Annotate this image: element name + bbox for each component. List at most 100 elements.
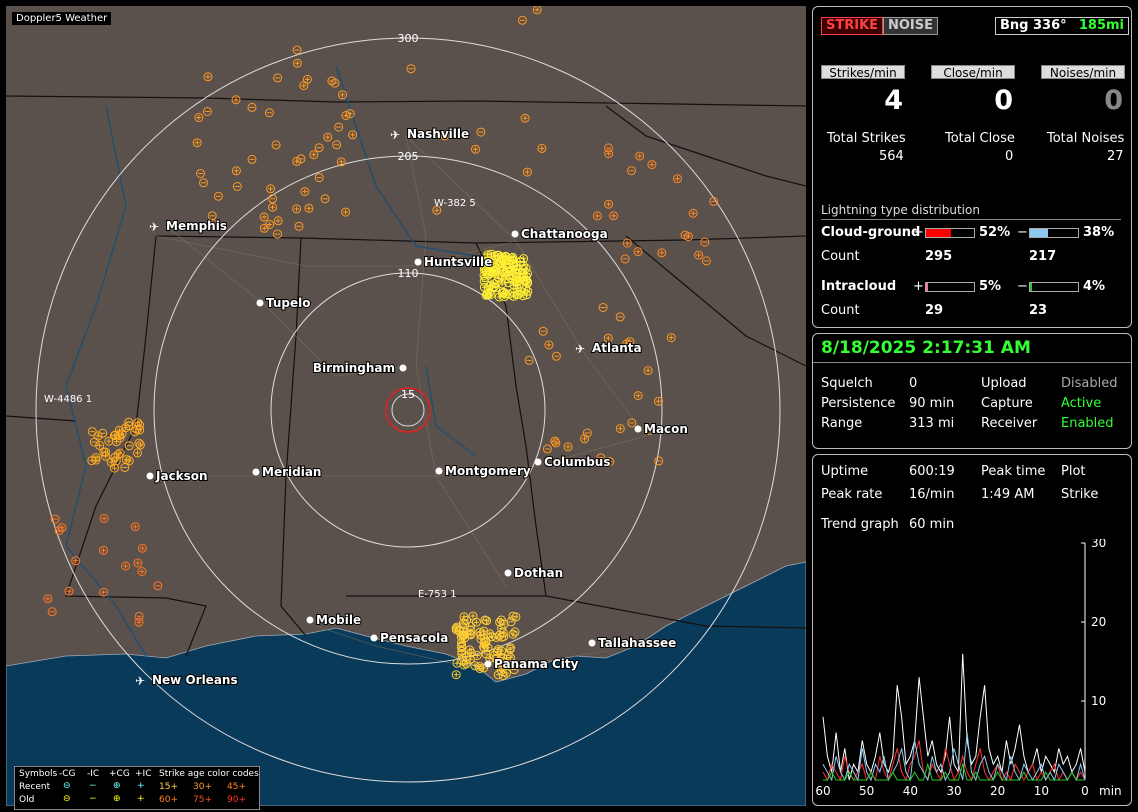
strike-marker: [582, 428, 592, 438]
storm-label: W-4486 1: [44, 394, 92, 405]
cg-neg-bar: [1029, 228, 1079, 238]
city-dot: [256, 299, 264, 307]
strike-marker: [71, 556, 81, 566]
legend-recent-label: Recent: [19, 782, 51, 792]
strike-marker: [457, 655, 467, 665]
strike-marker: [666, 333, 676, 343]
strike-marker: [457, 641, 467, 651]
city-dot: [484, 660, 492, 668]
strike-marker: [137, 567, 147, 576]
strike-marker: [110, 430, 120, 440]
strike-marker: [292, 204, 302, 214]
strike-marker: [47, 607, 57, 617]
strike-button[interactable]: STRIKE: [821, 17, 884, 35]
strike-marker: [87, 456, 97, 466]
cg-count-label: Count: [821, 249, 860, 264]
strike-marker: [645, 425, 655, 435]
strike-marker: [537, 143, 547, 153]
cg-pos-icon: ⊕: [113, 781, 121, 791]
trend-label: Trend graph: [821, 517, 899, 532]
strike-markers: [43, 6, 719, 680]
strike-marker: [302, 74, 312, 84]
strike-marker: [266, 184, 276, 194]
x-tick-label: 20: [990, 784, 1005, 798]
range-ring: [270, 272, 546, 548]
legend-symbols-label: Symbols: [19, 769, 58, 779]
strike-marker: [509, 665, 519, 675]
strike-marker: [605, 457, 615, 467]
x-tick-label: 60: [815, 784, 830, 798]
city-marker: Tupelo: [256, 295, 312, 311]
bearing-value: Bng 336°: [1000, 18, 1067, 33]
peak-time-label: Peak time: [981, 464, 1046, 479]
city-dot: [306, 616, 314, 624]
city-label: Birmingham: [313, 361, 395, 375]
trend-series-line: [822, 653, 1086, 781]
city-markers: ✈ Nashville ✈ Memphis Chattanooga Huntsville T…: [135, 126, 689, 688]
city-marker: Montgomery: [435, 463, 532, 479]
ic-count-label: Count: [821, 303, 860, 318]
cg-neg-count: 217: [1029, 249, 1057, 264]
symbol-legend: Symbols -CG -IC +CG +IC Strike age color…: [14, 766, 260, 810]
strike-marker: [231, 166, 241, 176]
y-tick-label: 30: [1091, 539, 1106, 550]
distance-value: 185mi: [1078, 18, 1124, 33]
city-marker: Jackson: [146, 468, 209, 484]
strike-marker: [196, 169, 205, 178]
capture-label: Capture: [981, 396, 1033, 411]
y-tick-label: 20: [1091, 615, 1106, 629]
city-marker: Mobile: [306, 612, 362, 628]
strike-marker: [510, 627, 520, 637]
lightning-map[interactable]: 15 110 205 300 ✈ Nashville ✈ Memphis Chattanoog…: [6, 6, 806, 810]
city-marker: Chattanooga: [511, 226, 609, 242]
city-label: Mobile: [316, 613, 361, 627]
strike-marker: [64, 586, 74, 596]
strike-marker: [406, 64, 416, 74]
strike-marker: [485, 281, 495, 291]
strike-marker: [273, 73, 283, 83]
cg-neg-icon: ⊖: [63, 794, 71, 804]
range-rings: 15 110 205 300: [35, 32, 781, 783]
strike-marker: [603, 333, 613, 343]
distribution-title: Lightning type distribution: [821, 203, 980, 217]
city-label: Pensacola: [380, 631, 448, 645]
ic-neg-pct: 4%: [1083, 279, 1106, 294]
x-tick-label: 30: [946, 784, 961, 798]
strike-marker: [332, 140, 342, 150]
strike-marker: [203, 72, 213, 82]
city-dot: [634, 425, 642, 433]
strike-marker: [476, 127, 486, 137]
strike-marker: [334, 122, 344, 132]
ic-plus-sign: +: [913, 279, 924, 294]
peak-time-value: 1:49 AM: [981, 487, 1035, 502]
total-strikes-value: 564: [879, 149, 904, 164]
cg-pos-bar: [925, 228, 975, 238]
strike-marker: [292, 45, 302, 55]
strike-marker: [121, 561, 131, 571]
strike-marker: [538, 326, 548, 336]
city-label: Nashville: [407, 127, 469, 141]
city-marker: Macon: [634, 421, 689, 437]
noise-button[interactable]: NOISE: [883, 17, 939, 35]
strike-marker: [98, 428, 108, 438]
strike-marker: [604, 149, 614, 159]
uptime-label: Uptime: [821, 464, 869, 479]
strike-marker: [273, 216, 283, 226]
peak-rate-label: Peak rate: [821, 487, 883, 502]
ic-pos-icon: +: [137, 781, 145, 791]
cg-minus-sign: −: [1017, 225, 1028, 240]
plot-value[interactable]: Strike: [1061, 487, 1099, 502]
strike-marker: [680, 230, 690, 240]
strike-marker: [486, 290, 496, 299]
city-marker: Panama City: [484, 656, 580, 672]
strike-marker: [247, 154, 257, 164]
strike-marker: [213, 191, 223, 201]
strike-marker: [323, 132, 333, 142]
strike-marker: [95, 440, 105, 450]
strike-marker: [207, 218, 217, 228]
city-dot: [252, 468, 260, 476]
strike-marker: [507, 265, 517, 275]
cg-pos-icon: ⊕: [113, 794, 121, 804]
strike-marker: [709, 196, 719, 206]
airport-icon: ✈: [149, 220, 159, 234]
